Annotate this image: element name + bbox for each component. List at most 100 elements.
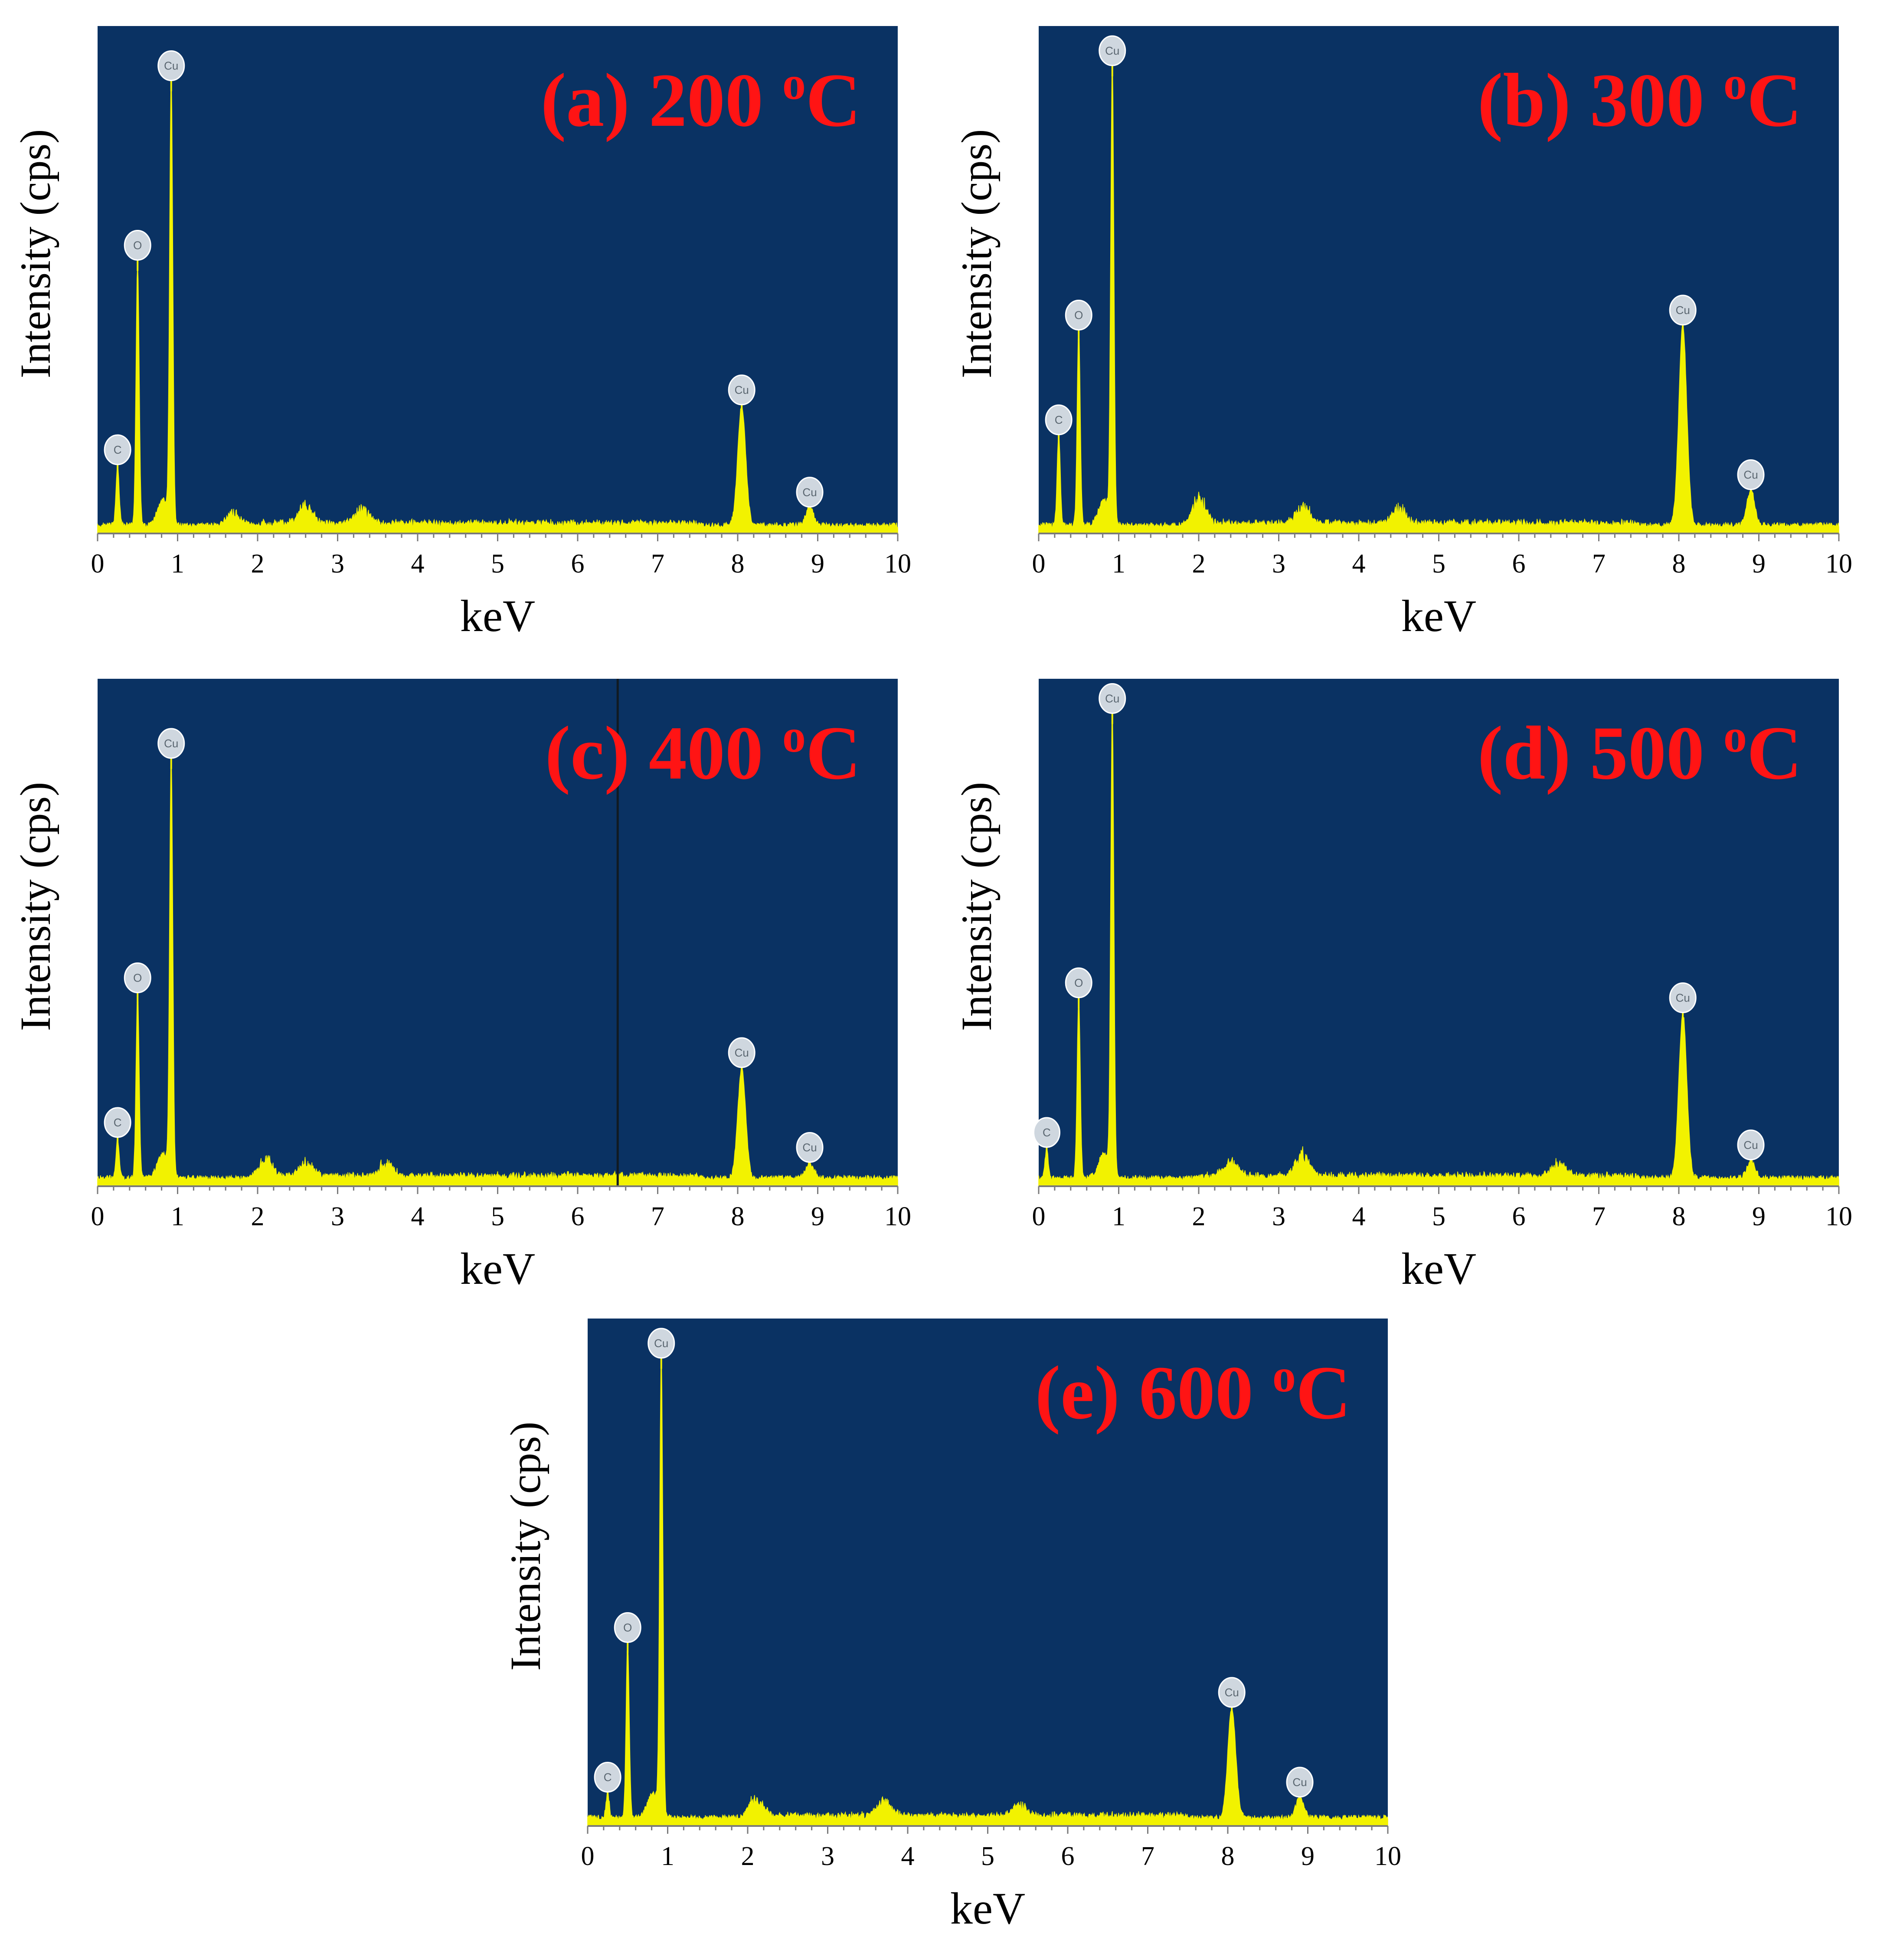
x-tick-label: 1 — [661, 1842, 674, 1871]
x-tick-label: 5 — [981, 1842, 994, 1871]
svg-text:Cu: Cu — [1105, 44, 1119, 57]
y-axis-label: Intensity (cps) — [11, 782, 59, 1031]
svg-text:C: C — [114, 1116, 122, 1129]
panel-title: (a) 200 oC — [541, 58, 861, 143]
x-tick-label: 4 — [1352, 1202, 1366, 1231]
spectrum-area — [587, 1349, 1388, 1826]
x-tick-label: 7 — [1592, 1202, 1606, 1231]
panel-e: C O Cu Cu Cu 0 1 2 3 4 5 6 7 8 9 10 keV Intensity (cps) (e… — [490, 1292, 1431, 1956]
svg-text:Cu: Cu — [1292, 1776, 1307, 1789]
svg-text:C: C — [1043, 1126, 1051, 1139]
x-axis-label: keV — [460, 1244, 535, 1294]
svg-text:Cu: Cu — [1105, 692, 1119, 705]
peak-marker-cu: Cu — [1737, 459, 1765, 501]
peak-marker-c: C — [104, 1107, 131, 1148]
peak-marker-c: C — [594, 1762, 621, 1803]
x-tick-label: 1 — [171, 1202, 184, 1231]
peak-marker-cu: Cu — [1099, 683, 1126, 724]
x-tick-label: 3 — [331, 549, 344, 579]
x-tick-label: 0 — [91, 549, 105, 579]
peak-marker-o: O — [1065, 300, 1092, 341]
svg-text:Cu: Cu — [1676, 991, 1690, 1005]
x-tick-label: 4 — [411, 1202, 425, 1231]
eds-spectrum-chart: C O Cu Cu Cu 0 1 2 3 4 5 6 7 8 9 10 keV Intensity (cps) (a… — [11, 26, 911, 641]
svg-text:Cu: Cu — [1676, 304, 1690, 317]
svg-text:O: O — [133, 239, 142, 252]
peak-marker-cu: Cu — [648, 1328, 675, 1369]
panel-title: (e) 600 oC — [1035, 1350, 1351, 1435]
x-tick-label: 7 — [1592, 549, 1606, 579]
eds-spectrum-chart: C O Cu Cu Cu 0 1 2 3 4 5 6 7 8 9 10 keV Intensity (cps) (d… — [952, 679, 1852, 1294]
peak-marker-cu: Cu — [1099, 35, 1126, 76]
x-tick-label: 8 — [1221, 1842, 1235, 1871]
plot-area — [98, 26, 898, 533]
panel-c: C O Cu Cu Cu 0 1 2 3 4 5 6 7 8 9 10 keV Intensity (cps) (c… — [0, 653, 941, 1294]
x-tick-label: 2 — [251, 549, 265, 579]
x-tick-label: 1 — [1112, 1202, 1125, 1231]
svg-text:Cu: Cu — [735, 1046, 749, 1059]
x-tick-label: 2 — [741, 1842, 755, 1871]
spectrum-area — [97, 73, 898, 534]
y-axis-label: Intensity (cps) — [501, 1422, 549, 1671]
peak-marker-cu: Cu — [1669, 982, 1697, 1024]
x-tick-label: 4 — [901, 1842, 915, 1871]
peak-marker-cu: Cu — [728, 374, 755, 416]
eds-spectrum-chart: C O Cu Cu Cu 0 1 2 3 4 5 6 7 8 9 10 keV Intensity (cps) (c… — [11, 679, 911, 1294]
peak-marker-o: O — [124, 962, 151, 1004]
x-axis-label: keV — [1401, 1244, 1476, 1294]
peak-marker-cu: Cu — [1737, 1129, 1765, 1171]
x-tick-label: 6 — [571, 549, 585, 579]
x-tick-label: 5 — [491, 1202, 504, 1231]
peak-marker-cu: Cu — [1218, 1677, 1246, 1718]
peak-marker-cu: Cu — [157, 50, 185, 92]
svg-text:Cu: Cu — [1225, 1686, 1239, 1699]
plot-area — [1039, 26, 1839, 533]
plot-area — [98, 679, 898, 1186]
x-tick-label: 7 — [651, 1202, 664, 1231]
eds-spectrum-chart: C O Cu Cu Cu 0 1 2 3 4 5 6 7 8 9 10 keV Intensity (cps) (e… — [501, 1319, 1401, 1934]
y-axis-label: Intensity (cps) — [11, 129, 59, 379]
svg-text:Cu: Cu — [654, 1337, 668, 1350]
x-tick-label: 3 — [1272, 549, 1285, 579]
panel-title: (d) 500 oC — [1478, 710, 1802, 795]
x-tick-label: 0 — [581, 1842, 595, 1871]
x-axis-label: keV — [1401, 591, 1476, 641]
spectrum-area — [1038, 56, 1839, 534]
x-tick-label: 7 — [651, 549, 664, 579]
x-tick-label: 2 — [251, 1202, 265, 1231]
svg-text:C: C — [1055, 413, 1063, 426]
svg-text:Cu: Cu — [735, 383, 749, 396]
x-tick-label: 6 — [1512, 549, 1526, 579]
x-tick-label: 8 — [1672, 549, 1686, 579]
peak-marker-cu: Cu — [728, 1037, 755, 1078]
x-tick-label: 0 — [91, 1202, 105, 1231]
x-tick-label: 5 — [1432, 1202, 1445, 1231]
peak-marker-cu: Cu — [1669, 294, 1697, 336]
x-tick-label: 6 — [1512, 1202, 1526, 1231]
svg-text:O: O — [623, 1621, 632, 1634]
x-tick-label: 2 — [1192, 549, 1206, 579]
x-tick-label: 3 — [1272, 1202, 1285, 1231]
x-tick-label: 10 — [1374, 1842, 1401, 1871]
x-tick-label: 0 — [1032, 1202, 1046, 1231]
peak-marker-c: C — [1033, 1117, 1060, 1158]
svg-text:O: O — [133, 972, 142, 985]
x-tick-label: 4 — [411, 549, 425, 579]
y-axis-label: Intensity (cps) — [952, 129, 1001, 379]
eds-spectrum-chart: C O Cu Cu Cu 0 1 2 3 4 5 6 7 8 9 10 keV Intensity (cps) (b… — [952, 26, 1852, 641]
x-tick-label: 9 — [1752, 549, 1766, 579]
x-tick-label: 5 — [491, 549, 504, 579]
y-axis-label: Intensity (cps) — [952, 782, 1001, 1031]
x-tick-label: 3 — [331, 1202, 344, 1231]
spectrum-area — [1038, 706, 1839, 1187]
peak-marker-c: C — [1045, 404, 1073, 445]
x-tick-label: 3 — [821, 1842, 834, 1871]
x-tick-label: 0 — [1032, 549, 1046, 579]
x-tick-label: 9 — [811, 1202, 824, 1231]
x-tick-label: 9 — [1301, 1842, 1315, 1871]
svg-text:O: O — [1074, 309, 1083, 322]
svg-text:Cu: Cu — [1743, 1139, 1758, 1152]
x-tick-label: 10 — [1825, 549, 1852, 579]
svg-text:Cu: Cu — [164, 737, 178, 750]
x-tick-label: 8 — [1672, 1202, 1686, 1231]
